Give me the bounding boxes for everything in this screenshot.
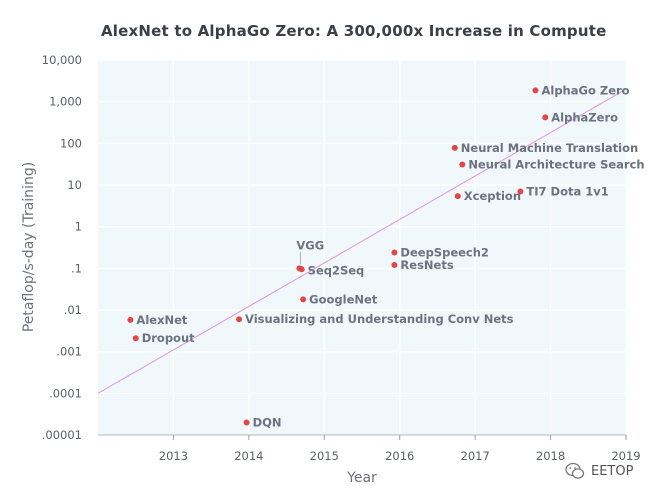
point-neural-architecture-search	[459, 161, 466, 168]
y-tick-label: 100	[60, 136, 82, 150]
x-tick-label: 2013	[159, 449, 188, 463]
point-label-seq2seq: Seq2Seq	[308, 263, 365, 277]
point-label-neural-machine-translation: Neural Machine Translation	[461, 141, 638, 155]
point-label-visualizing-and-understanding-conv-nets: Visualizing and Understanding Conv Nets	[245, 312, 514, 326]
data-points: AlexNet Dropout Visualizing and Understand…	[127, 83, 645, 429]
point-dqn	[243, 419, 250, 426]
x-tick-label: 2017	[461, 449, 490, 463]
point-label-resnets: ResNets	[400, 258, 453, 272]
y-tick-label: .1	[71, 261, 82, 275]
x-tick-label: 2016	[385, 449, 414, 463]
point-googlenet	[300, 296, 307, 303]
y-tick-label: 10,000	[42, 53, 82, 67]
watermark: EETOP	[565, 462, 633, 480]
point-deepspeech2	[391, 249, 398, 256]
point-label-neural-architecture-search: Neural Architecture Search	[468, 158, 644, 172]
wechat-icon	[565, 462, 585, 479]
point-label-vgg: VGG	[296, 238, 324, 252]
y-tick-label: .001	[56, 345, 82, 359]
point-label-dqn: DQN	[253, 415, 282, 429]
x-tick-label: 2018	[536, 449, 565, 463]
point-label-googlenet: GoogleNet	[309, 292, 378, 306]
chart-title: AlexNet to AlphaGo Zero: A 300,000x Incr…	[101, 22, 607, 40]
trend-line	[98, 88, 626, 394]
x-axis-title: Year	[346, 470, 377, 486]
y-axis-title: Petaflop/s-day (Training)	[21, 162, 37, 332]
x-tick-label: 2014	[234, 449, 263, 463]
y-tick-label: .00001	[42, 428, 82, 442]
y-tick-label: 1	[75, 220, 82, 234]
point-label-deepspeech2: DeepSpeech2	[400, 245, 489, 259]
point-seq2seq	[298, 266, 305, 273]
x-axis-ticks: 2013 2014 2015 2016 2017 2018 2019	[159, 435, 641, 463]
x-tick-label: 2019	[611, 449, 640, 463]
point-alphazero	[542, 114, 549, 121]
point-ti7-dota-1v1	[517, 188, 524, 195]
point-label-dropout: Dropout	[142, 331, 195, 345]
point-xception	[454, 193, 461, 200]
y-tick-label: .0001	[49, 386, 82, 400]
y-axis-ticks: .00001 .0001 .001 .01 .1 1 10 100 1,000 10,000	[42, 53, 82, 442]
point-label-alphazero: AlphaZero	[551, 110, 618, 124]
point-label-xception: Xception	[464, 189, 521, 203]
x-gridlines	[172, 60, 627, 435]
point-label-alexnet: AlexNet	[136, 313, 187, 327]
point-visualizing-and-understanding-conv-nets	[236, 316, 243, 323]
point-label-ti7-dota-1v1: TI7 Dota 1v1	[526, 184, 608, 198]
y-tick-label: .01	[64, 303, 82, 317]
point-neural-machine-translation	[451, 144, 458, 151]
point-dropout	[132, 335, 139, 342]
y-tick-label: 1,000	[49, 95, 82, 109]
y-tick-label: 10	[67, 178, 82, 192]
point-resnets	[391, 262, 398, 269]
watermark-text: EETOP	[591, 463, 634, 479]
point-label-alphago-zero: AlphaGo Zero	[541, 83, 629, 97]
point-alphago-zero	[532, 87, 539, 94]
point-alexnet	[127, 316, 134, 323]
x-tick-label: 2015	[310, 449, 339, 463]
plot-background	[98, 60, 626, 435]
